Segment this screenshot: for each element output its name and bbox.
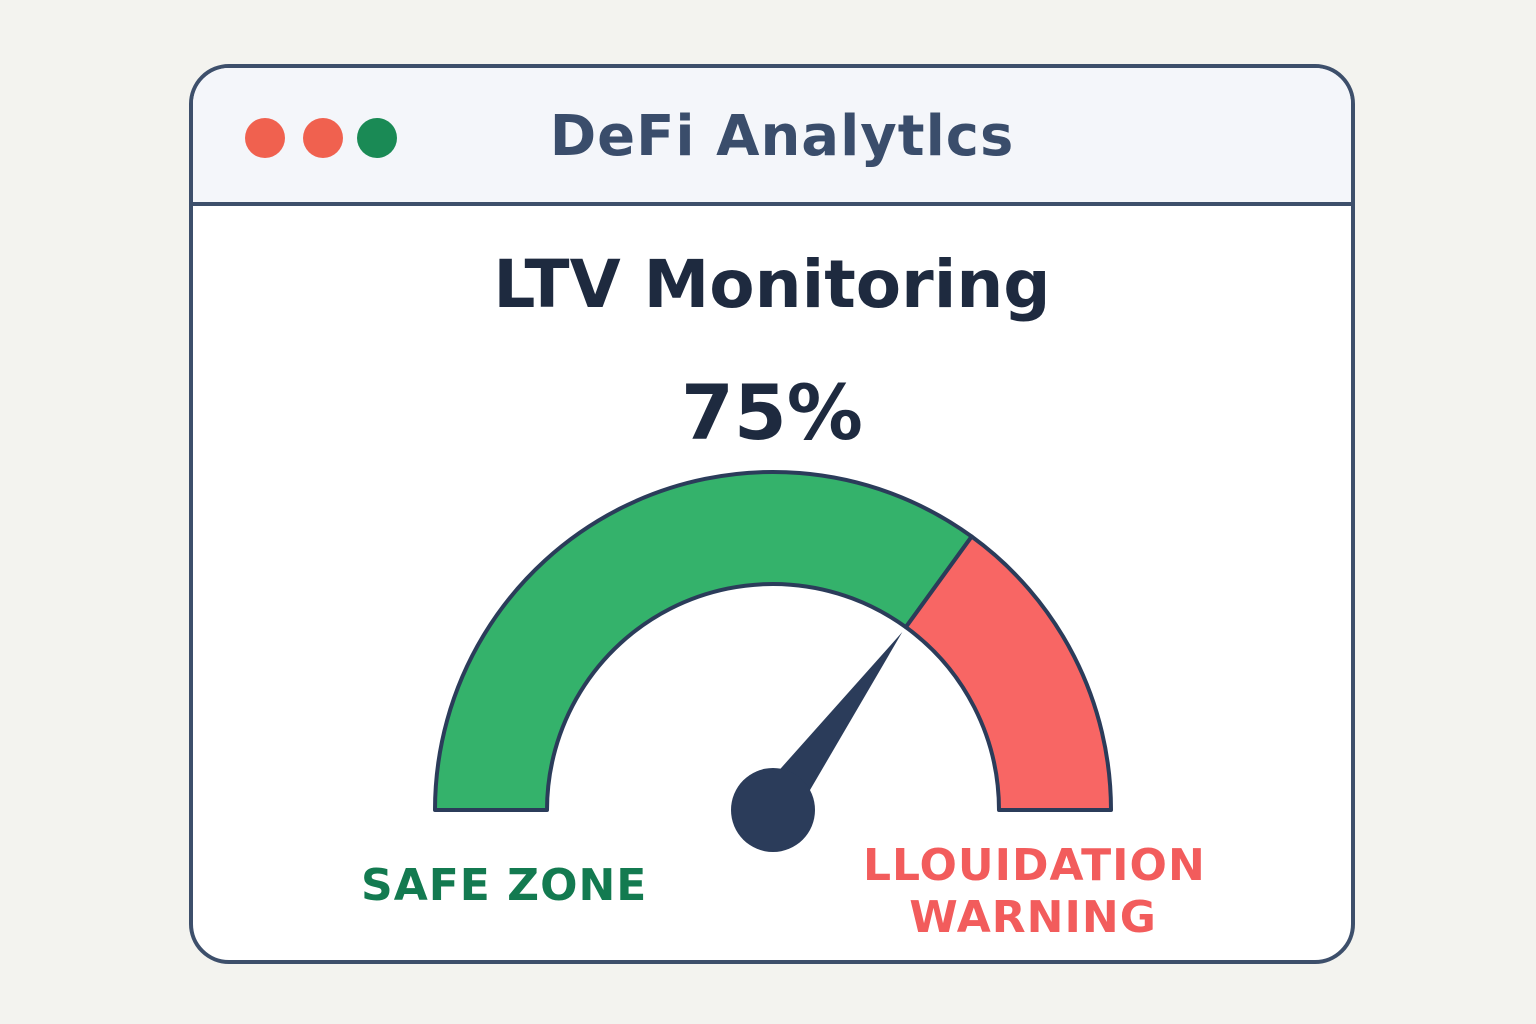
warning-line-2: WARNING	[909, 892, 1157, 943]
ltv-value: 75%	[681, 368, 863, 457]
minimize-button[interactable]	[303, 118, 343, 158]
page-title: LTV Monitoring	[493, 246, 1051, 323]
safe-zone-label: SAFE ZONE	[361, 860, 648, 911]
close-button[interactable]	[245, 118, 285, 158]
warning-line-1: LLOUIDATION	[863, 840, 1206, 891]
app-title: DeFi Analytlcs	[549, 104, 1015, 169]
gauge-safe-zone	[433, 470, 974, 812]
gauge-warning-zone	[903, 534, 1113, 812]
title-bar: DeFi Analytlcs	[193, 68, 1351, 206]
app-window: DeFi Analytlcs LTV Monitoring 75% SAFE Z…	[189, 64, 1355, 964]
ltv-gauge	[433, 470, 1113, 852]
liquidation-warning-label: LLOUIDATION WARNING	[863, 840, 1206, 944]
gauge-needle-hub	[731, 768, 815, 852]
maximize-button[interactable]	[357, 118, 397, 158]
